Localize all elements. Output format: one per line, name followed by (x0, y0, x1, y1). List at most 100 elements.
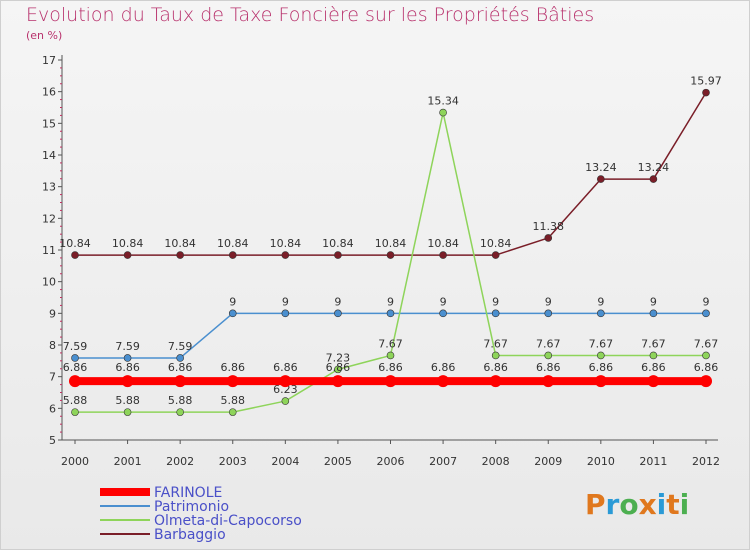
x-tick-label: 2010 (587, 455, 615, 468)
y-tick-label: 10 (42, 276, 56, 289)
data-label-olmeta-di-capocorso: 5.88 (221, 394, 246, 407)
x-tick-label: 2002 (166, 455, 194, 468)
y-tick-label: 15 (42, 117, 56, 130)
data-point-farinole (226, 375, 239, 388)
data-label-olmeta-di-capocorso: 7.67 (589, 337, 614, 350)
data-label-patrimonio: 9 (334, 295, 341, 308)
data-point-barbaggio (491, 251, 500, 259)
data-label-barbaggio: 10.84 (480, 237, 512, 250)
data-label-olmeta-di-capocorso: 7.67 (694, 337, 719, 350)
data-point-farinole (174, 375, 187, 388)
data-label-olmeta-di-capocorso: 7.67 (641, 337, 666, 350)
data-point-olmeta-di-capocorso (176, 408, 184, 416)
data-label-farinole: 6.86 (431, 361, 456, 374)
data-label-olmeta-di-capocorso: 5.88 (63, 394, 88, 407)
data-point-barbaggio (702, 88, 710, 97)
data-point-farinole (647, 375, 660, 388)
data-label-barbaggio: 13.24 (585, 161, 617, 174)
data-point-farinole (279, 375, 292, 388)
logo-letter: o (619, 488, 639, 521)
logo-letter: r (605, 488, 620, 521)
data-point-barbaggio (281, 251, 290, 259)
y-tick-label: 7 (49, 371, 56, 384)
data-point-farinole (594, 375, 607, 388)
data-label-farinole: 6.86 (536, 361, 561, 374)
data-label-patrimonio: 9 (703, 295, 710, 308)
data-point-patrimonio (439, 309, 447, 318)
data-label-patrimonio: 7.59 (168, 340, 193, 353)
legend-label-olmeta-di-capocorso: Olmeta-di-Capocorso (154, 513, 302, 529)
data-label-patrimonio: 9 (492, 295, 499, 308)
data-point-farinole (69, 375, 81, 388)
data-point-olmeta-di-capocorso (597, 351, 605, 360)
data-point-barbaggio (228, 251, 237, 259)
data-label-barbaggio: 11.38 (533, 220, 565, 233)
data-label-olmeta-di-capocorso: 15.34 (427, 95, 459, 108)
data-label-farinole: 6.86 (694, 361, 719, 374)
data-label-olmeta-di-capocorso: 6.23 (273, 383, 298, 396)
data-point-barbaggio (544, 234, 553, 242)
data-label-patrimonio: 9 (229, 295, 236, 308)
x-tick-label: 2007 (429, 455, 457, 468)
data-point-olmeta-di-capocorso (281, 397, 290, 405)
data-label-barbaggio: 10.84 (375, 237, 407, 250)
y-tick-label: 12 (42, 212, 56, 225)
data-point-farinole (542, 375, 555, 388)
chart-subtitle: (en %) (26, 29, 63, 42)
data-point-olmeta-di-capocorso (649, 351, 658, 360)
y-tick-label: 9 (49, 307, 56, 320)
legend-label-farinole: FARINOLE (154, 485, 222, 501)
x-tick-label: 2001 (114, 455, 142, 468)
data-point-barbaggio (597, 175, 605, 183)
data-point-farinole (384, 375, 397, 388)
data-point-barbaggio (71, 251, 79, 259)
y-tick-label: 16 (42, 86, 56, 99)
data-point-patrimonio (176, 354, 184, 362)
data-point-barbaggio (176, 251, 184, 259)
data-label-farinole: 6.86 (221, 361, 246, 374)
data-label-farinole: 6.86 (378, 361, 403, 374)
data-label-farinole: 6.86 (273, 361, 298, 374)
data-label-farinole: 6.86 (168, 361, 193, 374)
data-point-olmeta-di-capocorso (123, 408, 132, 416)
data-point-olmeta-di-capocorso (702, 351, 710, 360)
data-label-farinole: 6.86 (326, 361, 351, 374)
data-point-olmeta-di-capocorso (71, 408, 79, 416)
data-label-barbaggio: 10.84 (427, 237, 459, 250)
data-label-patrimonio: 9 (597, 295, 604, 308)
data-point-patrimonio (281, 309, 290, 318)
x-tick-label: 2012 (692, 455, 720, 468)
logo-letter: i (679, 488, 690, 521)
data-label-barbaggio: 10.84 (217, 237, 249, 250)
data-label-olmeta-di-capocorso: 7.67 (483, 337, 508, 350)
data-point-patrimonio (123, 354, 132, 362)
data-point-olmeta-di-capocorso (228, 408, 237, 416)
data-label-farinole: 6.86 (641, 361, 666, 374)
y-tick-label: 6 (49, 402, 56, 415)
chart-title: Evolution du Taux de Taxe Foncière sur l… (26, 4, 595, 26)
x-tick-label: 2003 (219, 455, 247, 468)
data-label-patrimonio: 9 (440, 295, 447, 308)
y-tick-label: 13 (42, 181, 56, 194)
data-point-barbaggio (386, 251, 395, 259)
data-label-barbaggio: 10.84 (270, 237, 302, 250)
data-point-patrimonio (228, 309, 237, 318)
legend-label-barbaggio: Barbaggio (154, 527, 226, 543)
data-point-barbaggio (439, 251, 447, 259)
data-label-patrimonio: 7.59 (115, 340, 140, 353)
data-point-barbaggio (334, 251, 342, 259)
logo-letter: t (666, 488, 680, 521)
data-label-olmeta-di-capocorso: 7.67 (536, 337, 561, 350)
logo-letter: P (585, 488, 606, 521)
data-point-patrimonio (702, 309, 710, 318)
data-label-patrimonio: 9 (387, 295, 394, 308)
data-label-barbaggio: 13.24 (638, 161, 670, 174)
logo-letter: i (656, 488, 667, 521)
data-point-farinole (437, 375, 450, 388)
data-point-patrimonio (386, 309, 395, 318)
data-label-farinole: 6.86 (483, 361, 508, 374)
data-point-patrimonio (649, 309, 658, 318)
data-point-barbaggio (649, 175, 658, 183)
data-point-olmeta-di-capocorso (334, 365, 342, 374)
data-label-farinole: 6.86 (589, 361, 614, 374)
